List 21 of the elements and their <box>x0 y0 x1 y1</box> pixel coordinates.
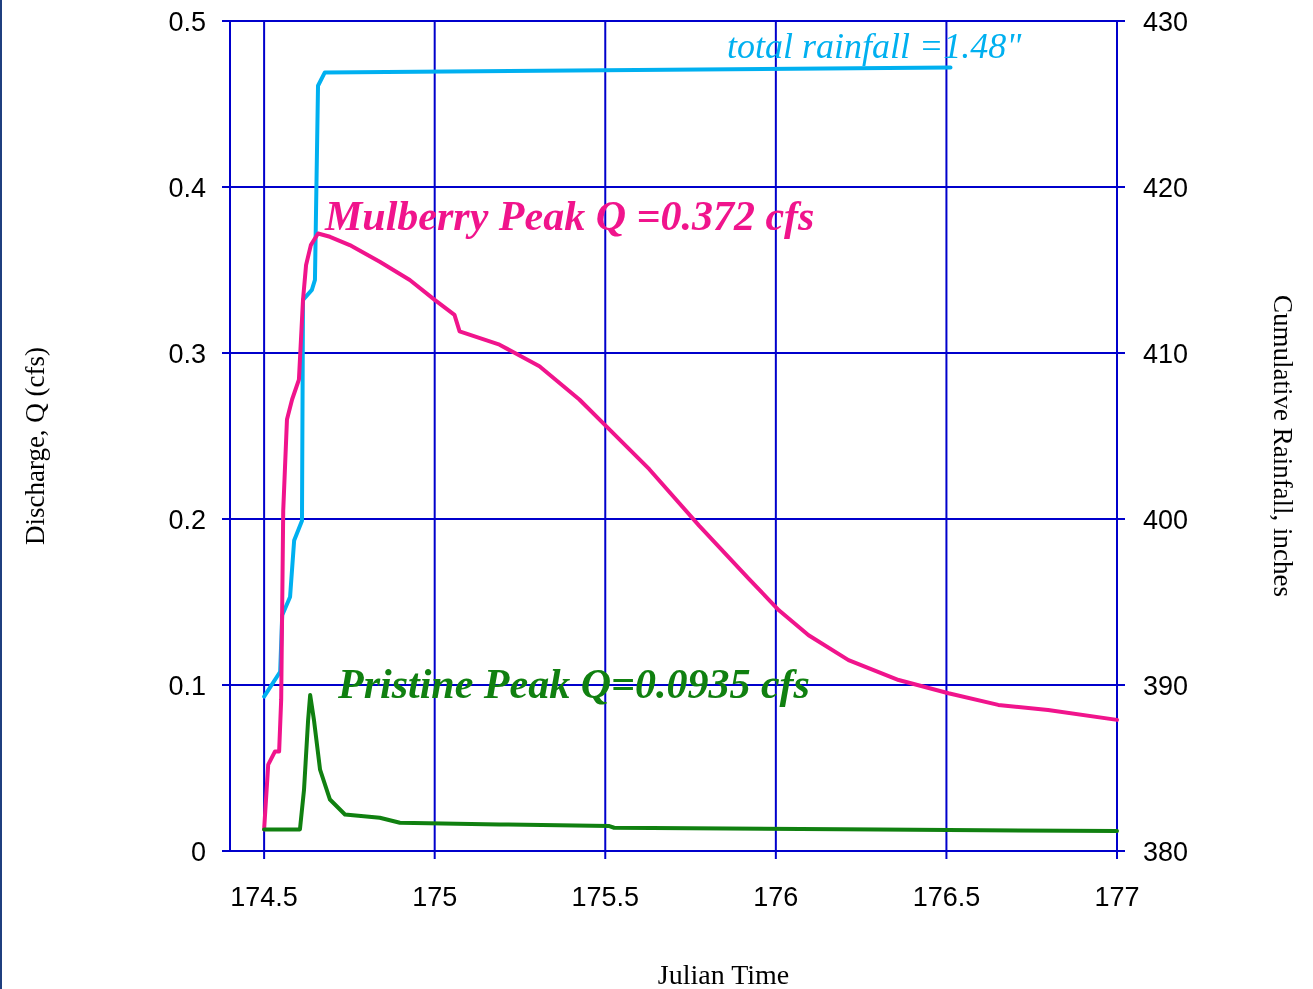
y-axis-title: Discharge, Q (cfs) <box>20 346 50 546</box>
x-tick-label: 176 <box>753 882 799 912</box>
x-tick-label: 177 <box>1094 882 1140 912</box>
y-tick-label: 0.2 <box>168 505 206 535</box>
x-tick-label: 175 <box>412 882 458 912</box>
y2-tick-label: 400 <box>1143 505 1189 535</box>
x-tick-label: 175.5 <box>571 882 640 912</box>
y2-tick-label: 430 <box>1143 7 1189 37</box>
x-tick-label: 176.5 <box>912 882 981 912</box>
y2-tick-label: 420 <box>1143 173 1189 203</box>
y2-tick-label: 380 <box>1143 837 1189 867</box>
y-tick-label: 0.5 <box>168 7 206 37</box>
y2-axis-title: Cumulative Rainfall, inches <box>1268 294 1298 598</box>
y-tick-label: 0 <box>190 837 206 867</box>
x-axis-title: Julian Time <box>657 959 790 989</box>
y-tick-label: 0.3 <box>168 339 206 369</box>
y2-tick-label: 390 <box>1143 671 1189 701</box>
x-tick-label: 174.5 <box>230 882 298 912</box>
y-tick-label: 0.1 <box>168 671 206 701</box>
y-tick-label: 0.4 <box>168 173 206 203</box>
y2-tick-label: 410 <box>1143 339 1189 369</box>
